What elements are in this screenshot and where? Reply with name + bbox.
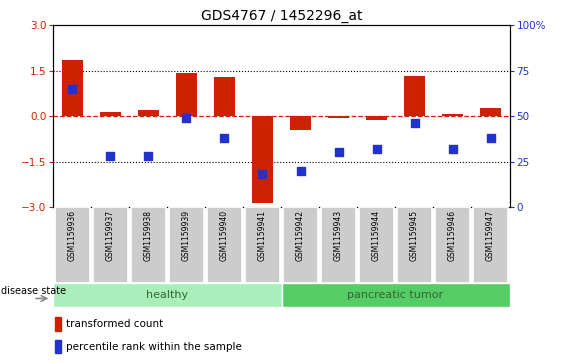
Point xyxy=(296,168,305,174)
Bar xyxy=(435,207,470,283)
Text: GSM1159941: GSM1159941 xyxy=(258,210,267,261)
Point xyxy=(448,146,457,152)
Text: disease state: disease state xyxy=(1,286,66,295)
Text: GSM1159945: GSM1159945 xyxy=(410,210,419,261)
Bar xyxy=(321,207,356,283)
Text: GSM1159937: GSM1159937 xyxy=(106,210,115,261)
Bar xyxy=(359,207,394,283)
Text: GSM1159936: GSM1159936 xyxy=(68,210,77,261)
Bar xyxy=(207,207,242,283)
Text: GSM1159940: GSM1159940 xyxy=(220,210,229,261)
Point xyxy=(68,86,77,92)
Text: transformed count: transformed count xyxy=(66,319,163,329)
Bar xyxy=(328,116,349,118)
Text: GSM1159946: GSM1159946 xyxy=(448,210,457,261)
Point xyxy=(410,121,419,126)
Text: GSM1159947: GSM1159947 xyxy=(486,210,495,261)
Bar xyxy=(283,207,318,283)
Point xyxy=(486,135,495,141)
Bar xyxy=(93,207,128,283)
Point xyxy=(258,171,267,177)
Bar xyxy=(55,340,61,354)
Bar xyxy=(290,116,311,130)
Title: GDS4767 / 1452296_at: GDS4767 / 1452296_at xyxy=(201,9,362,23)
Text: healthy: healthy xyxy=(146,290,189,300)
Text: GSM1159943: GSM1159943 xyxy=(334,210,343,261)
Text: GSM1159942: GSM1159942 xyxy=(296,210,305,261)
Bar xyxy=(55,317,61,331)
Text: GSM1159939: GSM1159939 xyxy=(182,210,191,261)
Bar xyxy=(252,116,273,203)
Bar xyxy=(442,114,463,116)
Point xyxy=(372,146,381,152)
Point xyxy=(334,150,343,155)
Text: pancreatic tumor: pancreatic tumor xyxy=(347,290,444,300)
Bar xyxy=(53,283,282,307)
Bar xyxy=(282,283,510,307)
Bar xyxy=(62,60,83,116)
Bar xyxy=(214,77,235,116)
Bar xyxy=(366,116,387,120)
Bar xyxy=(480,108,501,116)
Bar xyxy=(100,112,121,116)
Point xyxy=(220,135,229,141)
Text: GSM1159938: GSM1159938 xyxy=(144,210,153,261)
Bar xyxy=(473,207,508,283)
Bar xyxy=(397,207,432,283)
Bar xyxy=(138,110,159,116)
Bar xyxy=(176,73,197,116)
Point xyxy=(106,153,115,159)
Bar xyxy=(169,207,204,283)
Bar xyxy=(131,207,166,283)
Bar xyxy=(55,207,90,283)
Point xyxy=(182,115,191,121)
Point xyxy=(144,153,153,159)
Text: GSM1159944: GSM1159944 xyxy=(372,210,381,261)
Bar xyxy=(404,76,425,116)
Text: percentile rank within the sample: percentile rank within the sample xyxy=(66,342,242,352)
Bar xyxy=(245,207,280,283)
